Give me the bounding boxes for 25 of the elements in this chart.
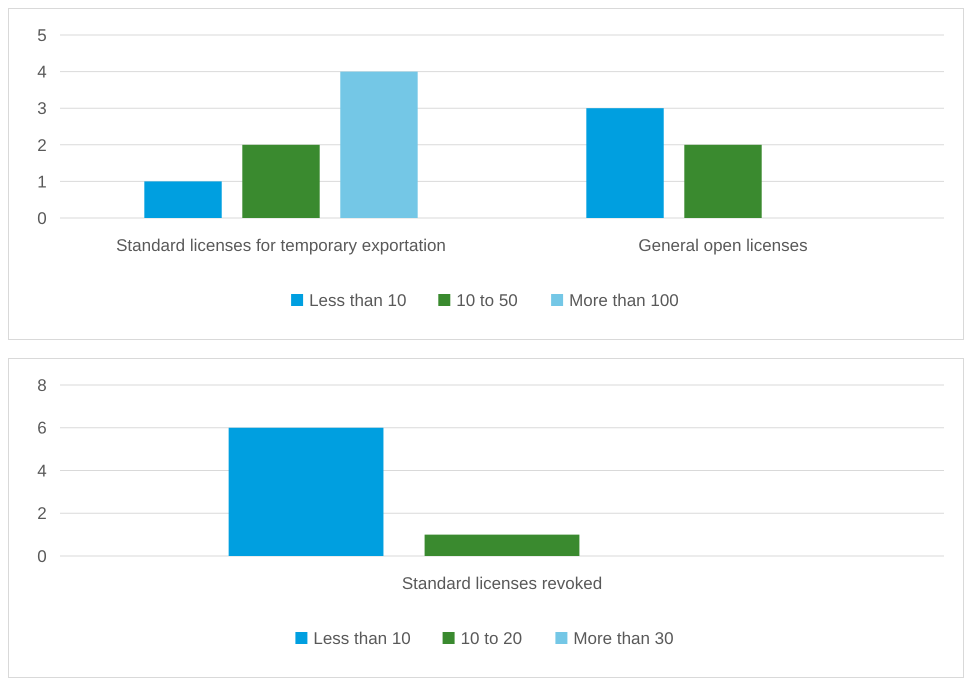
y-tick-label: 5 (37, 26, 47, 45)
y-tick-label: 2 (37, 136, 47, 155)
bar (144, 181, 222, 218)
y-tick-label: 8 (37, 376, 47, 395)
x-tick-label: Standard licenses for temporary exportation (116, 236, 446, 255)
bar (340, 72, 418, 218)
legend-label: 10 to 50 (456, 290, 518, 310)
bar (586, 108, 664, 218)
x-tick-label: General open licenses (638, 236, 808, 255)
y-tick-label: 1 (37, 172, 47, 192)
y-tick-label: 0 (37, 208, 47, 228)
y-tick-label: 6 (37, 418, 47, 438)
legend-label: Less than 10 (309, 290, 406, 310)
legend-label: More than 30 (573, 628, 674, 648)
y-tick-label: 4 (37, 62, 47, 82)
y-tick-label: 4 (37, 461, 47, 480)
x-tick-label: Standard licenses revoked (402, 574, 602, 593)
bar (242, 144, 320, 218)
y-tick-label: 0 (37, 546, 47, 566)
y-tick-label: 2 (37, 504, 47, 524)
legend-label: Less than 10 (313, 628, 411, 648)
legend-label: 10 to 20 (460, 628, 522, 648)
y-tick-label: 3 (37, 99, 47, 118)
bar (684, 144, 762, 218)
legend-label: More than 100 (569, 290, 679, 310)
